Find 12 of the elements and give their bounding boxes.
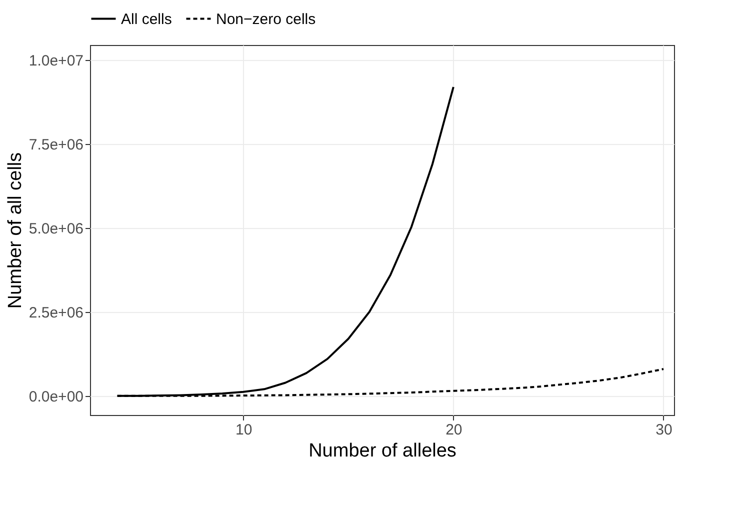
y-tick-label: 1.0e+07	[28, 52, 84, 70]
y-tick-label: 2.5e+06	[28, 304, 84, 322]
legend-label: Non−zero cells	[216, 10, 316, 28]
y-tick-label: 7.5e+06	[28, 136, 84, 154]
legend-label: All cells	[121, 10, 172, 28]
x-axis-title: Number of alleles	[308, 440, 456, 462]
x-tick-label: 20	[446, 422, 462, 438]
x-tick-label: 10	[236, 422, 252, 438]
y-tick-label: 5.0e+06	[28, 220, 84, 238]
y-axis-title: Number of all cells	[4, 152, 26, 309]
y-tick-label: 0.0e+00	[28, 388, 84, 406]
x-tick-label: 30	[656, 422, 672, 438]
